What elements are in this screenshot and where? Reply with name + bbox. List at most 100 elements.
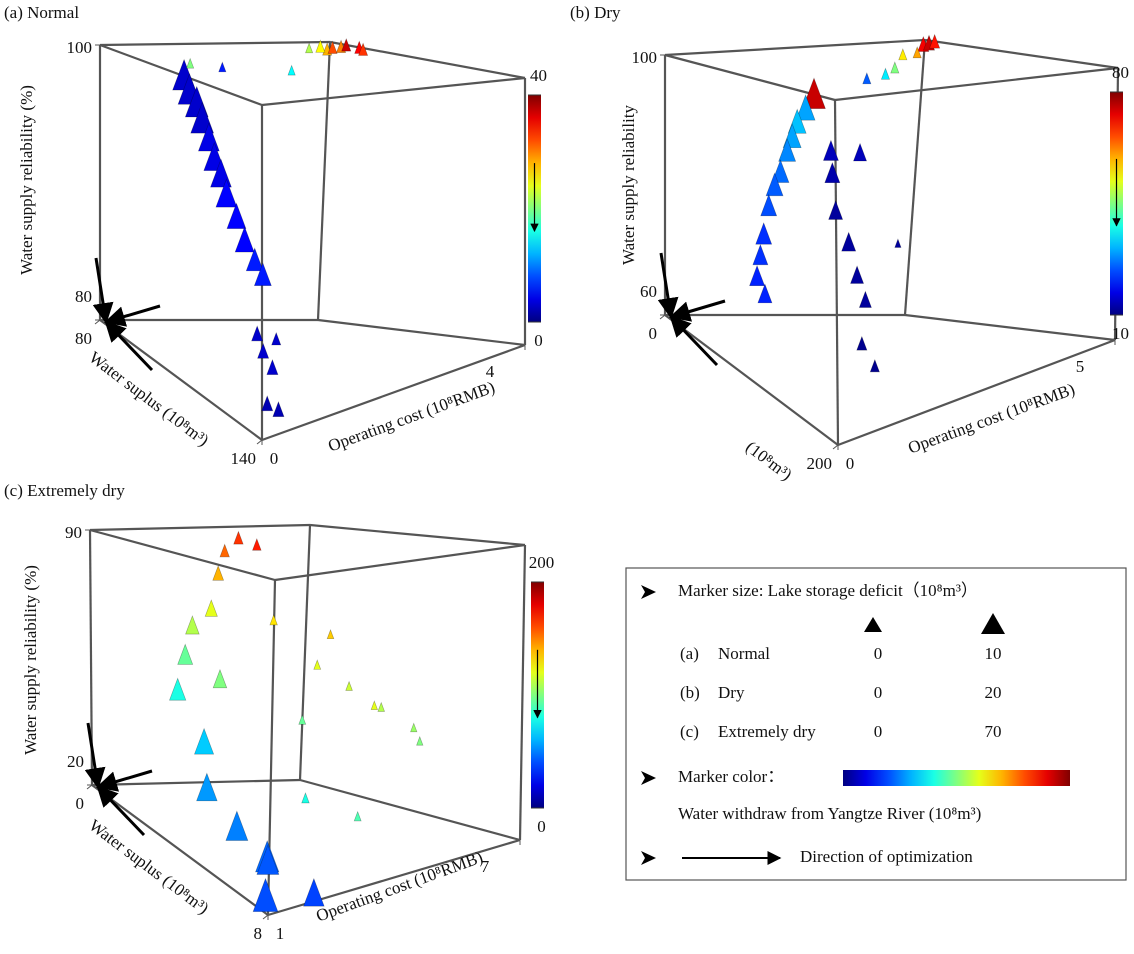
y-axis-label: Water suplus (10⁸m³) (85, 348, 212, 450)
cube-edge (91, 778, 301, 787)
cube-edge (99, 40, 331, 47)
cone-marker (377, 701, 385, 712)
cone-marker (301, 792, 310, 804)
cone-marker (269, 614, 278, 626)
cone-marker (252, 877, 279, 912)
cube-edge (834, 66, 1119, 102)
cone-marker (858, 290, 872, 308)
cube-edge (664, 53, 836, 102)
cone-marker (226, 202, 247, 229)
cube-edge (274, 543, 526, 582)
cone-marker (194, 727, 215, 755)
cube-edge (904, 313, 1116, 342)
cone-marker (341, 38, 352, 52)
z-tick-label: 100 (67, 38, 93, 57)
cone-marker (912, 46, 922, 59)
cone-marker (353, 810, 362, 822)
cone-marker (266, 358, 279, 375)
x-tick-label: 1 (276, 924, 285, 943)
legend-colorbar (843, 770, 1070, 786)
cone-marker (823, 139, 839, 161)
cone-marker (219, 543, 230, 558)
cone-marker (245, 247, 264, 272)
colorbar-tick-label: 80 (1112, 63, 1129, 82)
z-tick-label: 100 (632, 48, 658, 67)
cone-marker (778, 137, 797, 162)
colorbar-tick-label: 0 (534, 331, 543, 350)
legend-row-label: (c) (680, 722, 699, 741)
cube-edge (664, 38, 926, 57)
cone-marker (755, 222, 773, 245)
panel: (a) Normal 80 100 80 140 0 4 Water supply relia… (4, 3, 547, 468)
cone-marker (898, 48, 908, 61)
cube-edge (309, 523, 526, 547)
x-axis-label: Operating cost (10⁸RMB) (314, 847, 486, 925)
legend-frame (625, 567, 1127, 881)
cone-marker (841, 231, 857, 252)
cone-marker (327, 40, 338, 54)
cone-marker (186, 57, 195, 69)
panel: (b) Dry 60 100 0 200 0 5 Water supply reliabili… (570, 3, 1129, 484)
z-axis-label: Water supply reliability (%) (17, 85, 36, 275)
optimization-arrow (84, 722, 106, 790)
cone-marker (824, 161, 841, 184)
x-axis-label: Operating cost (10⁸RMB) (906, 379, 1078, 457)
x-axis-label: Operating cost (10⁸RMB) (326, 377, 498, 455)
cone-marker (749, 264, 765, 286)
optimization-arrow (92, 257, 114, 325)
legend-row-max: 10 (985, 644, 1002, 663)
cone-marker (757, 283, 773, 304)
cube-edge (298, 524, 312, 781)
cone-marker (890, 61, 900, 74)
cone-marker (257, 342, 270, 359)
cone-marker (177, 643, 194, 665)
colorbar-tick-label: 200 (529, 553, 555, 572)
cone-marker (802, 77, 826, 109)
cone-marker (370, 700, 378, 710)
cone-marker (218, 61, 227, 73)
cone-marker (752, 243, 769, 266)
y-tick (832, 444, 839, 450)
cone-marker (287, 64, 296, 76)
y-tick-label: 140 (231, 449, 257, 468)
cone-marker (225, 810, 249, 841)
optimization-arrow (103, 304, 161, 327)
y-axis-label: (10⁸m³) (742, 437, 795, 484)
legend-row-min: 0 (874, 683, 883, 702)
cone-marker (894, 238, 902, 248)
cube-edge (89, 528, 276, 582)
cone-marker (856, 335, 868, 351)
cone-marker (929, 33, 941, 49)
cone-marker (215, 178, 238, 208)
optimization-arrow (668, 299, 726, 322)
cone-marker (185, 615, 200, 635)
y-tick-label: 200 (807, 454, 833, 473)
cone-marker (880, 67, 891, 80)
legend-color-title: Marker color： (678, 767, 784, 786)
cone-marker (253, 262, 272, 286)
cone-marker (272, 401, 285, 417)
legend-color-caption: Water withdraw from Yangtze River (10⁸m³… (678, 804, 981, 823)
cone-marker (326, 629, 335, 640)
cone-marker (169, 677, 187, 701)
legend-row-min: 0 (874, 722, 883, 741)
cone-marker (765, 172, 784, 197)
cone-marker (305, 42, 314, 54)
cone-marker (862, 72, 872, 85)
y-tick-label: 80 (75, 329, 92, 348)
optimization-arrow (95, 769, 153, 792)
cone-marker (256, 844, 280, 875)
cube-edge (924, 38, 1119, 70)
cone-marker (234, 225, 255, 253)
z-tick-label: 80 (75, 287, 92, 306)
y-tick-label: 0 (76, 794, 85, 813)
panel: (c) Extremely dry 20 90 0 8 1 7 Water supply re… (4, 481, 554, 943)
cube-edge (903, 39, 927, 316)
optimization-arrow (657, 252, 679, 320)
legend-row-name: Dry (718, 683, 745, 702)
cone-marker (853, 142, 867, 162)
cone-marker (252, 537, 262, 551)
y-tick-label: 8 (254, 924, 263, 943)
optimization-arrow (96, 785, 146, 837)
